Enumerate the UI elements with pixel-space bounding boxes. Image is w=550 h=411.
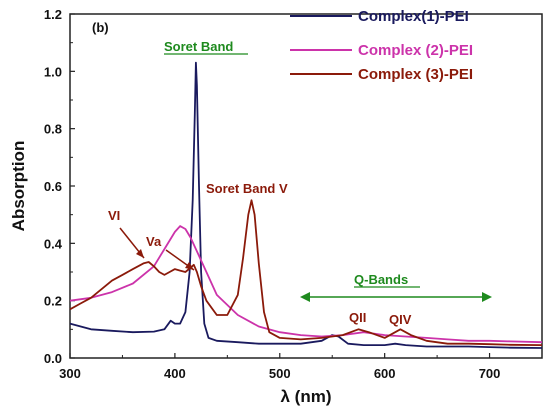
x-axis-ticks: 300 400 500 600 700 — [59, 353, 500, 381]
y-axis-label: Absorption — [9, 141, 28, 232]
annotations: Soret Band Soret Band V VI Va Q-Bands QI… — [108, 39, 492, 327]
annotation-qii: QII — [349, 310, 366, 325]
annotation-vi: VI — [108, 208, 120, 223]
annotation-soret-band: Soret Band — [164, 39, 233, 54]
x-tick-label: 400 — [164, 366, 186, 381]
annotation-va-arrowhead — [185, 262, 194, 270]
y-tick-label: 0.0 — [44, 351, 62, 366]
annotation-soret-band-v: Soret Band V — [206, 181, 288, 196]
x-tick-label: 700 — [479, 366, 501, 381]
x-tick-label: 600 — [374, 366, 396, 381]
legend-label-complex-3: Complex (3)-PEI — [358, 66, 473, 83]
annotation-vi-arrowhead — [136, 249, 144, 258]
legend: Complex(1)-PEI Complex (2)-PEI Complex (… — [290, 8, 473, 83]
series-line-1 — [69, 61, 543, 349]
legend-label-complex-1: Complex(1)-PEI — [358, 8, 469, 25]
annotation-va: Va — [146, 234, 162, 249]
series-line-3 — [69, 199, 543, 346]
annotation-qiv: QIV — [389, 312, 412, 327]
y-axis-ticks: 0.0 0.2 0.4 0.6 0.8 1.0 1.2 — [44, 7, 75, 366]
annotation-q-bands-arrowhead-left — [300, 292, 310, 302]
panel-label: (b) — [92, 20, 109, 35]
y-tick-label: 0.6 — [44, 179, 62, 194]
x-tick-label: 300 — [59, 366, 81, 381]
y-tick-label: 1.0 — [44, 64, 62, 79]
annotation-q-bands-arrowhead-right — [482, 292, 492, 302]
y-tick-label: 1.2 — [44, 7, 62, 22]
series-line-2 — [69, 225, 543, 344]
series-layer — [69, 61, 543, 349]
x-axis-label: λ (nm) — [281, 387, 332, 406]
x-tick-label: 500 — [269, 366, 291, 381]
y-tick-label: 0.2 — [44, 294, 62, 309]
annotation-q-bands: Q-Bands — [354, 272, 408, 287]
y-tick-label: 0.8 — [44, 122, 62, 137]
legend-label-complex-2: Complex (2)-PEI — [358, 42, 473, 59]
y-tick-label: 0.4 — [44, 236, 63, 251]
